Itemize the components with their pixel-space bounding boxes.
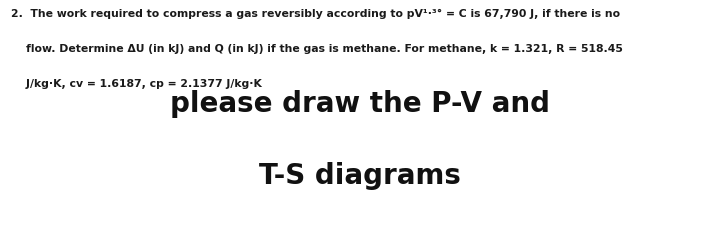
Text: flow. Determine ΔU (in kJ) and Q (in kJ) if the gas is methane. For methane, k =: flow. Determine ΔU (in kJ) and Q (in kJ)… [11, 44, 623, 54]
Text: T-S diagrams: T-S diagrams [259, 162, 461, 190]
Text: J/kg·K, cv = 1.6187, cp = 2.1377 J/kg·K: J/kg·K, cv = 1.6187, cp = 2.1377 J/kg·K [11, 79, 261, 89]
Text: 2.  The work required to compress a gas reversibly according to pV¹·³° = C is 67: 2. The work required to compress a gas r… [11, 9, 620, 19]
Text: please draw the P-V and: please draw the P-V and [170, 90, 550, 118]
